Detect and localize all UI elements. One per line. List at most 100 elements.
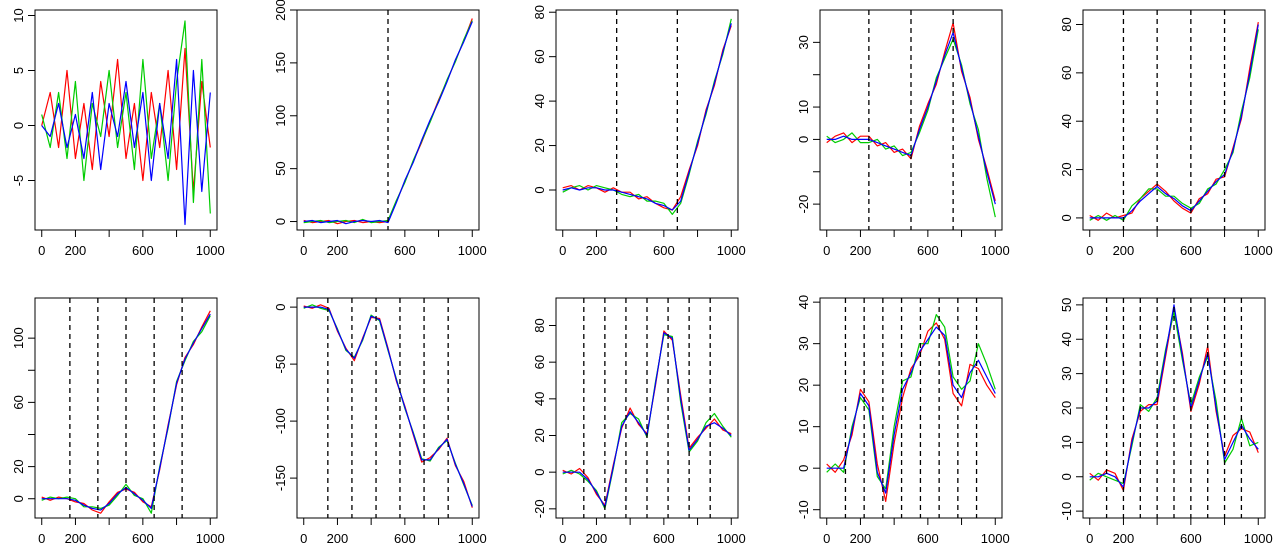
plot-area	[303, 10, 473, 230]
x-tick-label: 0	[1086, 531, 1093, 546]
x-tick-label: 0	[823, 531, 830, 546]
plot-area	[562, 10, 732, 230]
x-tick-label: 1000	[1244, 531, 1273, 546]
y-tick-label: 50	[1059, 298, 1074, 312]
y-tick-label: 10	[796, 419, 811, 433]
frame	[819, 9, 1003, 231]
frame	[555, 297, 739, 519]
y-tick-label: 60	[532, 355, 547, 369]
y-tick-label: -10	[796, 500, 811, 519]
frame	[34, 297, 218, 519]
y-tick-label: 0	[1059, 473, 1074, 480]
series-line	[1089, 24, 1259, 219]
x-tick-label: 200	[327, 243, 349, 258]
series-line	[826, 314, 996, 490]
series-line	[41, 47, 211, 193]
y-tick-label: 40	[1059, 332, 1074, 346]
y-tick-label: 0	[1059, 214, 1074, 221]
y-tick-label: 30	[1059, 366, 1074, 380]
y-tick-label: 200	[273, 0, 288, 21]
y-tick-label: -10	[1059, 502, 1074, 521]
x-tick-label: 600	[1180, 243, 1202, 258]
y-tick-label: 20	[1059, 162, 1074, 176]
plot-area	[303, 298, 473, 518]
x-tick-label: 0	[559, 531, 566, 546]
panel: 0 200 600 1000 -5 0 5 10	[11, 8, 225, 258]
x-tick-label: 1000	[717, 531, 746, 546]
y-tick-label: 60	[11, 395, 26, 409]
y-tick-label: 80	[1059, 17, 1074, 31]
frame	[1082, 9, 1266, 231]
series-line	[1089, 304, 1259, 488]
y-tick-label: 30	[796, 35, 811, 49]
y-tick-label: 20	[532, 428, 547, 442]
x-tick-label: 1000	[196, 531, 225, 546]
panel: 0 200 600 1000 -10 0 10 20 30 40 50	[1059, 297, 1273, 546]
x-tick-label: 600	[132, 243, 154, 258]
y-tick-label: 20	[11, 459, 26, 473]
panel: 0 200 600 1000 0 50 100 150 200	[273, 0, 487, 258]
x-tick-label: 0	[823, 243, 830, 258]
frame	[819, 297, 1003, 519]
series-line	[562, 23, 732, 211]
x-tick-label: 600	[394, 531, 416, 546]
x-tick-label: 600	[917, 531, 939, 546]
x-tick-label: 200	[327, 531, 349, 546]
series-line	[41, 58, 211, 226]
y-tick-label: -100	[273, 408, 288, 434]
y-tick-label: 20	[796, 378, 811, 392]
panel: 0 200 600 1000 -20 0 20 40 60 80	[532, 297, 746, 546]
x-tick-label: 200	[65, 531, 87, 546]
y-tick-label: -5	[11, 175, 26, 187]
series-line	[826, 322, 996, 502]
y-tick-label: 10	[796, 100, 811, 114]
x-tick-label: 600	[653, 243, 675, 258]
panel: 0 200 600 1000 0 20 40 60 80	[1059, 9, 1273, 258]
x-tick-label: 1000	[196, 243, 225, 258]
series-line	[303, 21, 473, 225]
x-tick-label: 0	[300, 531, 307, 546]
series-line	[1089, 21, 1259, 221]
x-tick-label: 1000	[1244, 243, 1273, 258]
y-tick-label: 40	[532, 392, 547, 406]
y-tick-label: 100	[11, 327, 26, 349]
panel: 0 200 600 1000 0 20 60 100	[11, 297, 225, 546]
y-tick-label: 5	[11, 67, 26, 74]
x-tick-label: 200	[850, 243, 872, 258]
series-line	[1089, 29, 1259, 221]
y-tick-label: -20	[532, 499, 547, 518]
series-line	[303, 306, 473, 507]
x-tick-label: 200	[1113, 243, 1135, 258]
x-tick-label: 200	[1113, 531, 1135, 546]
x-tick-label: 600	[132, 531, 154, 546]
y-tick-label: 10	[11, 8, 26, 22]
x-tick-label: 200	[65, 243, 87, 258]
y-tick-label: 20	[1059, 401, 1074, 415]
frame	[296, 9, 480, 231]
series-line	[303, 304, 473, 508]
series-line	[562, 25, 732, 211]
y-tick-label: 80	[532, 318, 547, 332]
panel: 0 200 600 1000 -10 0 10 20 30 40	[796, 295, 1010, 546]
x-tick-label: 1000	[981, 531, 1010, 546]
plot-area	[41, 298, 211, 518]
plot-area	[826, 10, 996, 230]
x-tick-label: 0	[300, 243, 307, 258]
y-tick-label: 40	[1059, 114, 1074, 128]
x-tick-label: 0	[38, 243, 45, 258]
y-tick-label: 50	[273, 161, 288, 175]
panel: 0 200 600 1000 0 20 40 60 80	[532, 5, 746, 258]
x-tick-label: 200	[850, 531, 872, 546]
x-tick-label: 600	[1180, 531, 1202, 546]
plot-area	[1089, 10, 1259, 230]
y-tick-label: 100	[273, 105, 288, 127]
x-tick-label: 0	[38, 531, 45, 546]
y-tick-label: -150	[273, 465, 288, 491]
series-line	[826, 326, 996, 494]
x-tick-label: 0	[559, 243, 566, 258]
y-tick-label: 20	[532, 138, 547, 152]
x-tick-label: 0	[1086, 243, 1093, 258]
x-tick-label: 1000	[717, 243, 746, 258]
plot-area	[41, 20, 211, 226]
frame	[555, 9, 739, 231]
